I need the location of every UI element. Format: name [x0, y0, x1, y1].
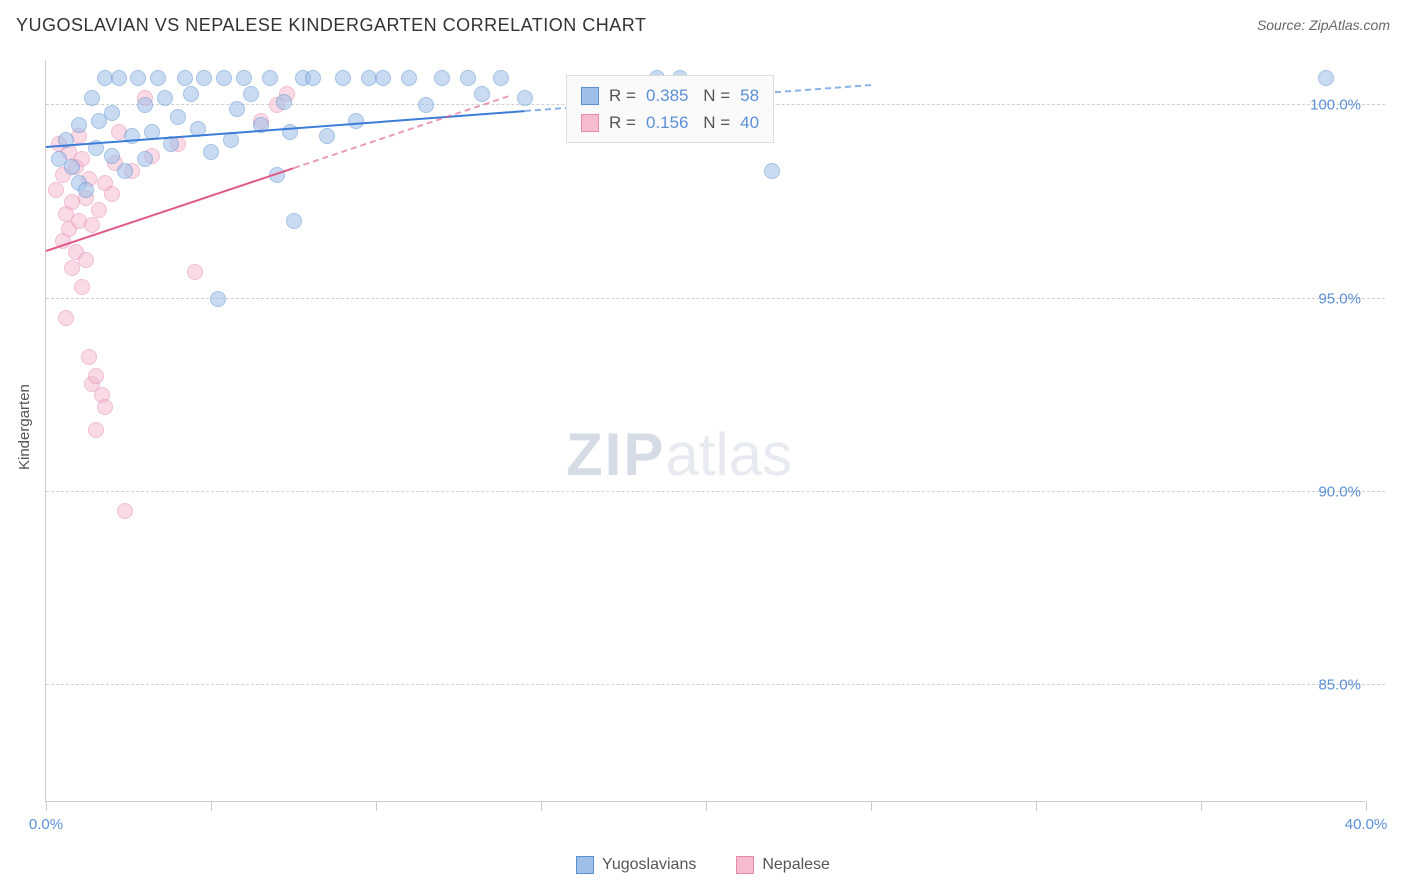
data-point: [243, 86, 259, 102]
y-tick-label: 100.0%: [1310, 97, 1361, 114]
data-point: [64, 159, 80, 175]
r-value-yugoslavians: 0.385: [646, 82, 689, 109]
data-point: [104, 105, 120, 121]
data-point: [203, 144, 219, 160]
x-tick: [1366, 801, 1367, 811]
data-point: [764, 163, 780, 179]
data-point: [236, 70, 252, 86]
chart-title: YUGOSLAVIAN VS NEPALESE KINDERGARTEN COR…: [16, 15, 646, 36]
data-point: [183, 86, 199, 102]
data-point: [187, 264, 203, 280]
x-tick: [1201, 801, 1202, 811]
y-tick-label: 95.0%: [1318, 290, 1361, 307]
data-point: [88, 368, 104, 384]
x-tick: [211, 801, 212, 811]
data-point: [319, 128, 335, 144]
data-point: [97, 399, 113, 415]
legend-swatch-nepalese: [736, 856, 754, 874]
data-point: [84, 90, 100, 106]
data-point: [78, 182, 94, 198]
data-point: [418, 97, 434, 113]
data-point: [58, 310, 74, 326]
legend-item-yugoslavians: Yugoslavians: [576, 856, 696, 874]
data-point: [137, 151, 153, 167]
x-tick-label: 0.0%: [29, 816, 63, 833]
data-point: [71, 117, 87, 133]
data-point: [434, 70, 450, 86]
data-point: [91, 202, 107, 218]
stats-row-nepalese: R = 0.156 N = 40: [581, 109, 759, 136]
data-point: [130, 70, 146, 86]
x-tick: [706, 801, 707, 811]
data-point: [348, 113, 364, 129]
data-point: [262, 70, 278, 86]
data-point: [88, 422, 104, 438]
y-tick-label: 85.0%: [1318, 677, 1361, 694]
data-point: [78, 252, 94, 268]
data-point: [104, 148, 120, 164]
data-point: [84, 217, 100, 233]
data-point: [117, 503, 133, 519]
data-point: [305, 70, 321, 86]
legend-item-nepalese: Nepalese: [736, 856, 830, 874]
x-tick: [871, 801, 872, 811]
legend-label-yugoslavians: Yugoslavians: [602, 856, 696, 874]
series-legend: Yugoslavians Nepalese: [0, 856, 1406, 874]
data-point: [81, 349, 97, 365]
data-point: [104, 186, 120, 202]
stats-row-yugoslavians: R = 0.385 N = 58: [581, 82, 759, 109]
data-point: [517, 90, 533, 106]
data-point: [137, 97, 153, 113]
watermark: ZIPatlas: [566, 420, 792, 489]
plot-area: ZIPatlas R = 0.385 N = 58 R = 0.156 N = …: [45, 60, 1365, 802]
data-point: [474, 86, 490, 102]
x-tick: [541, 801, 542, 811]
data-point: [1318, 70, 1334, 86]
data-point: [48, 182, 64, 198]
gridline: [46, 684, 1385, 685]
data-point: [229, 101, 245, 117]
n-value-nepalese: 40: [740, 109, 759, 136]
data-point: [210, 291, 226, 307]
gridline: [46, 491, 1385, 492]
data-point: [111, 70, 127, 86]
y-tick-label: 90.0%: [1318, 483, 1361, 500]
chart-container: Kindergarten ZIPatlas R = 0.385 N = 58 R…: [0, 50, 1406, 892]
data-point: [401, 70, 417, 86]
data-point: [286, 213, 302, 229]
x-tick: [376, 801, 377, 811]
data-point: [117, 163, 133, 179]
data-point: [375, 70, 391, 86]
source-attribution: Source: ZipAtlas.com: [1257, 17, 1390, 33]
y-axis-label: Kindergarten: [16, 384, 33, 470]
data-point: [177, 70, 193, 86]
legend-label-nepalese: Nepalese: [762, 856, 830, 874]
n-value-yugoslavians: 58: [740, 82, 759, 109]
legend-swatch-yugoslavians: [576, 856, 594, 874]
data-point: [196, 70, 212, 86]
data-point: [276, 94, 292, 110]
gridline: [46, 298, 1385, 299]
chart-header: YUGOSLAVIAN VS NEPALESE KINDERGARTEN COR…: [0, 0, 1406, 50]
stats-legend: R = 0.385 N = 58 R = 0.156 N = 40: [566, 75, 774, 143]
watermark-zip: ZIP: [566, 421, 665, 488]
data-point: [150, 70, 166, 86]
data-point: [74, 279, 90, 295]
data-point: [170, 109, 186, 125]
data-point: [493, 70, 509, 86]
data-point: [335, 70, 351, 86]
x-tick: [46, 801, 47, 811]
x-tick: [1036, 801, 1037, 811]
swatch-nepalese: [581, 114, 599, 132]
data-point: [216, 70, 232, 86]
watermark-atlas: atlas: [665, 421, 792, 488]
r-value-nepalese: 0.156: [646, 109, 689, 136]
x-tick-label: 40.0%: [1345, 816, 1388, 833]
data-point: [460, 70, 476, 86]
data-point: [157, 90, 173, 106]
swatch-yugoslavians: [581, 87, 599, 105]
